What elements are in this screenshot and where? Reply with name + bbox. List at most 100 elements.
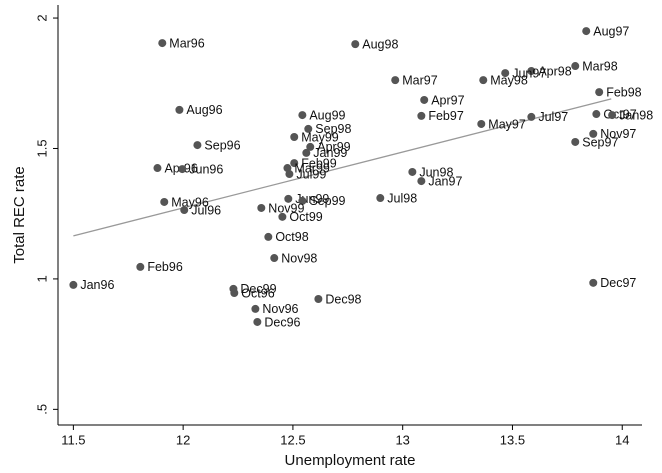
point-label: Feb98 xyxy=(606,85,641,99)
point-label: Aug98 xyxy=(362,37,398,51)
y-tick-label: .5 xyxy=(34,404,49,415)
point xyxy=(285,170,294,179)
point xyxy=(290,133,299,141)
point xyxy=(589,278,598,287)
point xyxy=(376,194,385,203)
point xyxy=(501,69,510,78)
point-label: Jul97 xyxy=(538,110,568,124)
point xyxy=(257,203,266,212)
point-label: Feb96 xyxy=(147,260,182,274)
y-tick-label: 1.5 xyxy=(34,139,49,157)
point xyxy=(420,95,429,104)
point xyxy=(253,317,262,326)
point xyxy=(571,137,580,146)
point-label: Dec98 xyxy=(325,292,361,306)
point xyxy=(264,232,273,241)
point xyxy=(582,27,591,36)
point-label: Apr99 xyxy=(317,140,350,154)
point xyxy=(302,148,311,157)
point xyxy=(136,262,145,271)
point-label: Feb97 xyxy=(428,109,463,123)
x-tick-label: 11.5 xyxy=(61,432,85,447)
point xyxy=(608,111,617,120)
point-label: Apr98 xyxy=(538,64,571,78)
point xyxy=(306,142,315,151)
point xyxy=(589,129,598,138)
point xyxy=(408,167,417,176)
point xyxy=(278,212,287,221)
point xyxy=(270,254,279,263)
point-label: Dec97 xyxy=(600,276,636,290)
point-label: Jun97 xyxy=(512,66,546,80)
y-tick-label: 2 xyxy=(34,14,49,21)
y-axis-label: Total REC rate xyxy=(11,166,28,264)
point-label: Jun96 xyxy=(189,162,223,176)
fit-line xyxy=(73,98,612,237)
point-label: Jan98 xyxy=(619,108,653,122)
point xyxy=(283,164,292,173)
x-axis-label: Unemployment rate xyxy=(285,452,416,469)
point xyxy=(595,88,604,97)
point-label: Jul98 xyxy=(387,191,417,205)
point-label: Aug99 xyxy=(309,108,345,122)
x-tick-label: 13.5 xyxy=(500,432,525,447)
point-label: Sep99 xyxy=(309,194,345,208)
x-tick-label: 14 xyxy=(615,432,629,447)
point-label: Jul96 xyxy=(191,203,221,217)
y-tick-label: 1 xyxy=(34,275,49,282)
point-label: Nov97 xyxy=(600,127,636,141)
point-label: Apr97 xyxy=(431,93,464,107)
point xyxy=(298,196,307,205)
point xyxy=(158,39,167,48)
point xyxy=(180,206,189,215)
point xyxy=(417,177,426,186)
point-label: Jan99 xyxy=(313,146,347,160)
point-label: Nov96 xyxy=(262,302,298,316)
point-label: Oct99 xyxy=(289,210,322,224)
x-tick-label: 12 xyxy=(176,432,190,447)
point-label: Oct98 xyxy=(275,230,308,244)
point xyxy=(175,105,184,114)
point-label: Dec99 xyxy=(240,282,276,296)
point-label: Mar99 xyxy=(294,161,329,175)
point xyxy=(69,280,78,289)
point xyxy=(153,164,162,173)
point-label: Aug97 xyxy=(593,24,629,38)
point-label: May99 xyxy=(301,130,339,144)
point xyxy=(351,40,360,49)
point xyxy=(477,119,486,128)
point xyxy=(571,62,580,71)
point xyxy=(178,165,187,174)
point-label: Aug96 xyxy=(186,103,222,117)
point-label: May96 xyxy=(171,195,209,209)
point-label: Dec96 xyxy=(264,315,300,329)
point xyxy=(298,111,307,120)
point-label: Mar98 xyxy=(582,59,617,73)
point xyxy=(527,112,536,121)
point-label: Mar97 xyxy=(402,73,437,87)
point-label: Mar96 xyxy=(169,36,204,50)
point-label: Sep96 xyxy=(204,138,240,152)
point-label: Feb99 xyxy=(301,156,336,170)
point xyxy=(251,304,260,313)
point-label: May98 xyxy=(490,73,528,87)
point xyxy=(160,197,169,206)
point xyxy=(391,76,400,85)
point xyxy=(230,289,239,297)
point-label: Oct96 xyxy=(241,286,274,300)
point-label: Nov98 xyxy=(281,251,317,265)
point-label: Sep98 xyxy=(315,122,351,136)
point xyxy=(527,67,536,75)
point-label: Sep97 xyxy=(582,135,618,149)
point xyxy=(417,111,426,120)
point-label: Jan96 xyxy=(80,278,114,292)
x-tick-label: 13 xyxy=(395,432,409,447)
point xyxy=(314,295,323,303)
point-label: Nov99 xyxy=(268,201,304,215)
point xyxy=(284,194,293,203)
point-label: May97 xyxy=(488,117,526,131)
point xyxy=(193,141,202,150)
point-label: Jan97 xyxy=(428,174,462,188)
